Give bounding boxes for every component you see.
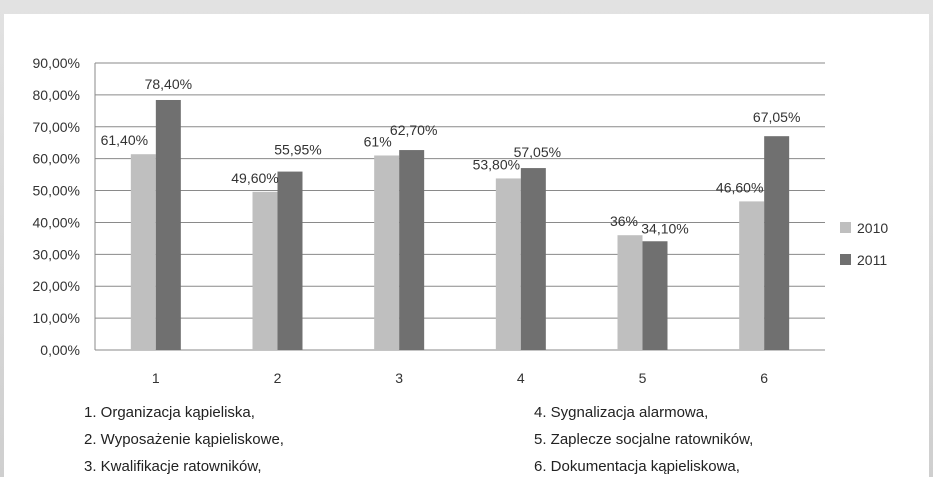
y-tick-label: 70,00% [33,119,80,135]
y-tick-label: 40,00% [33,214,80,230]
legend-label-2011: 2011 [857,252,887,268]
data-label-2010-cat-3: 61% [364,133,392,149]
legend-swatch-2010 [840,222,851,233]
bar-2010-cat-6 [739,201,765,350]
category-note-5: 5. Zaplecze socjalne ratowników, [534,431,754,448]
bar-2010-cat-2 [252,191,278,350]
bar-2011-cat-2 [277,171,303,350]
x-tick-label: 3 [395,370,403,386]
legend-label-2010: 2010 [857,220,888,236]
y-tick-label: 0,00% [40,342,80,358]
bar-2010-cat-5 [617,235,643,350]
data-label-2010-cat-1: 61,40% [101,132,148,148]
bar-2011-cat-5 [642,241,668,350]
data-label-2011-cat-1: 78,40% [145,76,192,92]
data-label-2011-cat-6: 67,05% [753,109,800,125]
x-tick-label: 1 [152,370,160,386]
bar-2011-cat-1 [155,99,181,350]
bar-2010-cat-3 [374,155,400,350]
category-note-1: 1. Organizacja kąpieliska, [84,404,255,421]
data-label-2010-cat-2: 49,60% [231,170,278,186]
y-tick-label: 90,00% [33,55,80,71]
category-note-3: 3. Kwalifikacje ratowników, [84,458,262,475]
category-note-4: 4. Sygnalizacja alarmowa, [534,404,709,421]
bar-2010-cat-4 [495,178,521,350]
y-tick-label: 80,00% [33,87,80,103]
y-tick-label: 20,00% [33,278,80,294]
y-tick-label: 50,00% [33,183,80,199]
bar-2011-cat-6 [764,136,790,350]
x-tick-label: 4 [517,370,525,386]
y-tick-label: 10,00% [33,310,80,326]
data-label-2011-cat-3: 62,70% [390,122,437,138]
category-note-6: 6. Dokumentacja kąpieliskowa, [534,458,740,475]
y-tick-label: 30,00% [33,246,80,262]
data-label-2010-cat-6: 46,60% [716,179,763,195]
data-label-2010-cat-5: 36% [610,213,638,229]
legend-swatch-2011 [840,254,851,265]
x-tick-label: 5 [639,370,647,386]
category-note-2: 2. Wyposażenie kąpieliskowe, [84,431,284,448]
bar-2010-cat-1 [130,154,156,350]
data-label-2011-cat-4: 57,05% [514,144,561,160]
data-label-2011-cat-5: 34,10% [641,220,688,236]
data-label-2011-cat-2: 55,95% [274,142,321,158]
bar-2011-cat-3 [399,150,425,350]
bar-2011-cat-4 [520,168,546,350]
data-label-2010-cat-4: 53,80% [473,156,520,172]
y-tick-label: 60,00% [33,151,80,167]
x-tick-label: 6 [760,370,768,386]
x-tick-label: 2 [274,370,282,386]
